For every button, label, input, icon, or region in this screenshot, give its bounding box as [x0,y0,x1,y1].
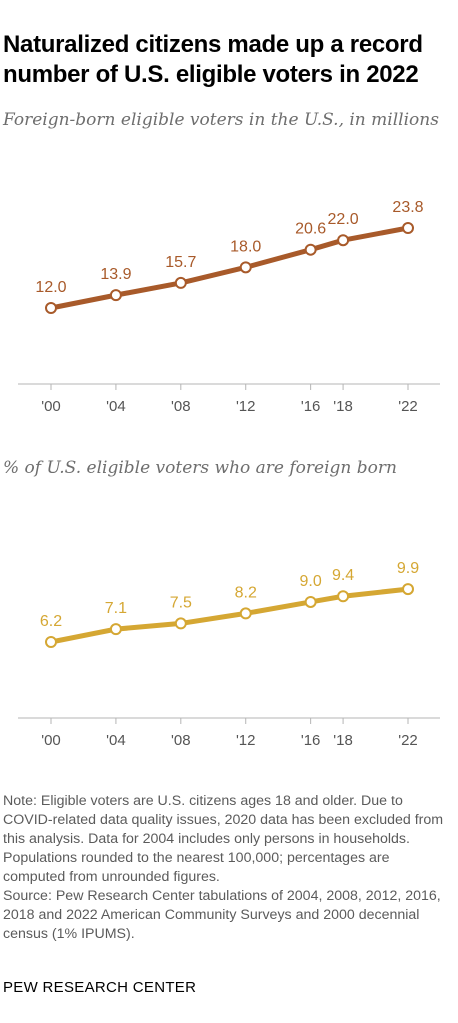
chart2-x-tick-label: '00 [41,732,61,749]
chart1-data-point [45,302,57,314]
chart2-data-label: 9.4 [332,567,354,584]
chart1-data-label: 20.6 [295,221,326,238]
chart1-data-label: 23.8 [392,199,423,216]
chart2-data-point [402,583,414,596]
chart2-data-label: 7.1 [105,600,127,617]
chart1-x-tick-label: '00 [41,398,61,415]
organization-logo-text: PEW RESEARCH CENTER [3,979,197,996]
chart2-data-label: 6.2 [40,613,62,630]
chart1-data-point [239,261,252,274]
chart1-x-tick-label: '22 [398,398,418,415]
chart1-data-label: 15.7 [165,254,196,271]
chart1-x-tick-label: '08 [171,398,191,415]
chart2-x-tick-label: '08 [171,732,191,749]
chart1-plot: '00 '04 '08 '12 '16 '18 '22 12.0 13.9 15.7 18.0 20.… [18,199,440,415]
chart2-x-tick-label: '22 [398,732,418,749]
source-text: Source: Pew Research Center tabulations … [3,888,441,942]
chart1-x-tick-label: '04 [106,398,126,415]
chart1-data-point [109,289,122,302]
chart1-subtitle: Foreign-born eligible voters in the U.S.… [3,110,439,130]
chart2-subtitle: % of U.S. eligible voters who are foreig… [3,458,397,478]
chart1-data-point [402,221,414,234]
chart1-x-tick-label: '12 [236,398,256,415]
chart2-data-point [304,595,317,608]
chart2-data-point [45,636,57,648]
chart2-plot: '00 '04 '08 '12 '16 '18 '22 6.2 7.1 7.5 8.2 9.0 9.4 9… [18,560,440,749]
chart1-x-tick-label: '16 [301,398,321,415]
chart2-x-tick-label: '12 [236,732,256,749]
chart1-data-point [174,276,187,289]
chart2-data-label: 8.2 [235,584,257,601]
chart1-data-label: 12.0 [35,279,66,296]
chart-title: Naturalized citizens made up a record nu… [3,31,423,88]
note-text: Note: Eligible voters are U.S. citizens … [3,793,444,885]
chart-note: Note: Eligible voters are U.S. citizens … [3,792,455,944]
chart2-data-point [239,607,252,620]
chart2-x-tick-label: '04 [106,732,126,749]
chart2-x-tick-label: '18 [333,732,353,749]
chart2-data-label: 9.9 [397,560,419,577]
chart1-data-label: 22.0 [328,211,359,228]
chart1-data-point [337,234,350,247]
chart2-data-point [109,623,122,636]
chart2-data-label: 7.5 [170,594,192,611]
chart1-data-point [304,243,317,256]
chart2-data-point [174,617,187,630]
chart1-x-tick-label: '18 [333,398,353,415]
chart2-x-tick-label: '16 [301,732,321,749]
chart2-data-label: 9.0 [300,573,322,590]
chart1-data-label: 13.9 [100,266,131,283]
chart1-data-label: 18.0 [230,238,261,255]
chart2-data-point [337,590,350,603]
